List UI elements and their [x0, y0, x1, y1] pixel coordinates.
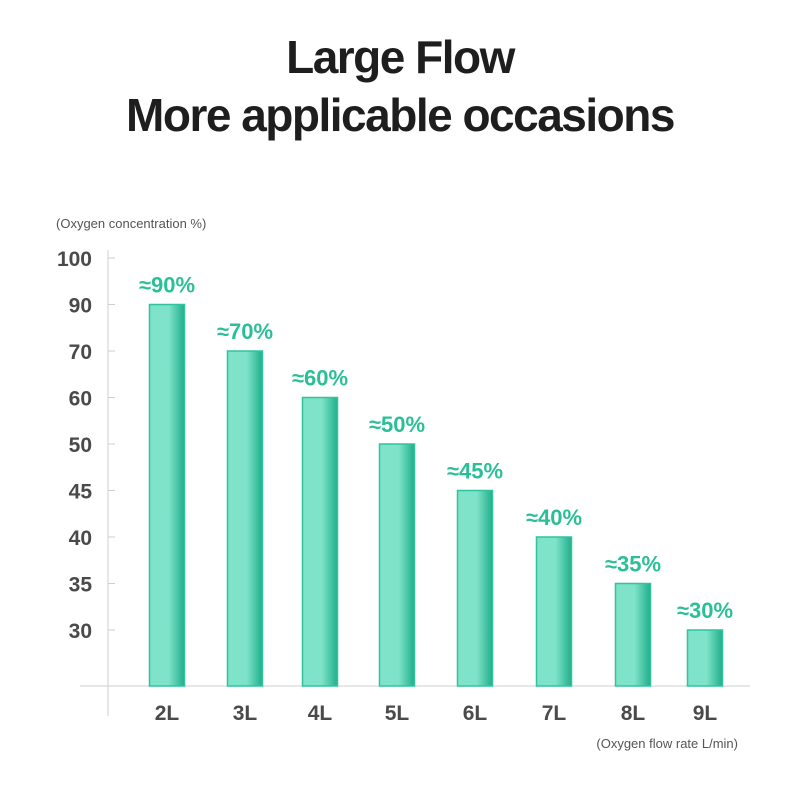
x-tick-label-5L: 5L [385, 702, 410, 725]
y-tick-label: 60 [69, 388, 92, 411]
bar-5L [378, 443, 416, 687]
x-tick-label-9L: 9L [693, 702, 718, 725]
bar-3L [226, 350, 264, 687]
data-label-8L: ≈35% [605, 552, 661, 577]
x-tick-label-8L: 8L [621, 702, 646, 725]
data-label-9L: ≈30% [677, 598, 733, 623]
y-tick-label: 30 [69, 620, 92, 643]
bar-7L [535, 536, 573, 687]
x-tick-label-2L: 2L [155, 702, 180, 725]
y-tick-label: 45 [69, 481, 93, 504]
bar-4L [301, 396, 339, 687]
chart-title: Large Flow More applicable occasions [0, 28, 800, 144]
title-line-1: Large Flow [286, 31, 515, 83]
y-tick-label: 100 [57, 248, 92, 271]
bar-2L [148, 303, 186, 687]
y-axis-label: (Oxygen concentration %) [56, 216, 206, 231]
data-label-3L: ≈70% [217, 319, 273, 344]
x-tick-label-3L: 3L [233, 702, 258, 725]
x-axis-label: (Oxygen flow rate L/min) [596, 736, 738, 751]
x-tick-label-6L: 6L [463, 702, 488, 725]
data-label-4L: ≈60% [292, 366, 348, 391]
y-tick-label: 70 [69, 341, 92, 364]
data-label-5L: ≈50% [369, 412, 425, 437]
y-tick-label: 90 [69, 295, 92, 318]
y-tick-label: 50 [69, 434, 92, 457]
title-line-2: More applicable occasions [126, 89, 675, 141]
bar-8L [614, 582, 652, 687]
x-tick-label-4L: 4L [308, 702, 333, 725]
data-label-6L: ≈45% [447, 459, 503, 484]
y-tick-label: 40 [69, 527, 92, 550]
bar-9L [686, 629, 724, 687]
data-label-7L: ≈40% [526, 505, 582, 530]
data-label-2L: ≈90% [139, 273, 195, 298]
x-tick-label-7L: 7L [542, 702, 567, 725]
bar-6L [456, 489, 494, 687]
y-tick-label: 35 [69, 574, 93, 597]
